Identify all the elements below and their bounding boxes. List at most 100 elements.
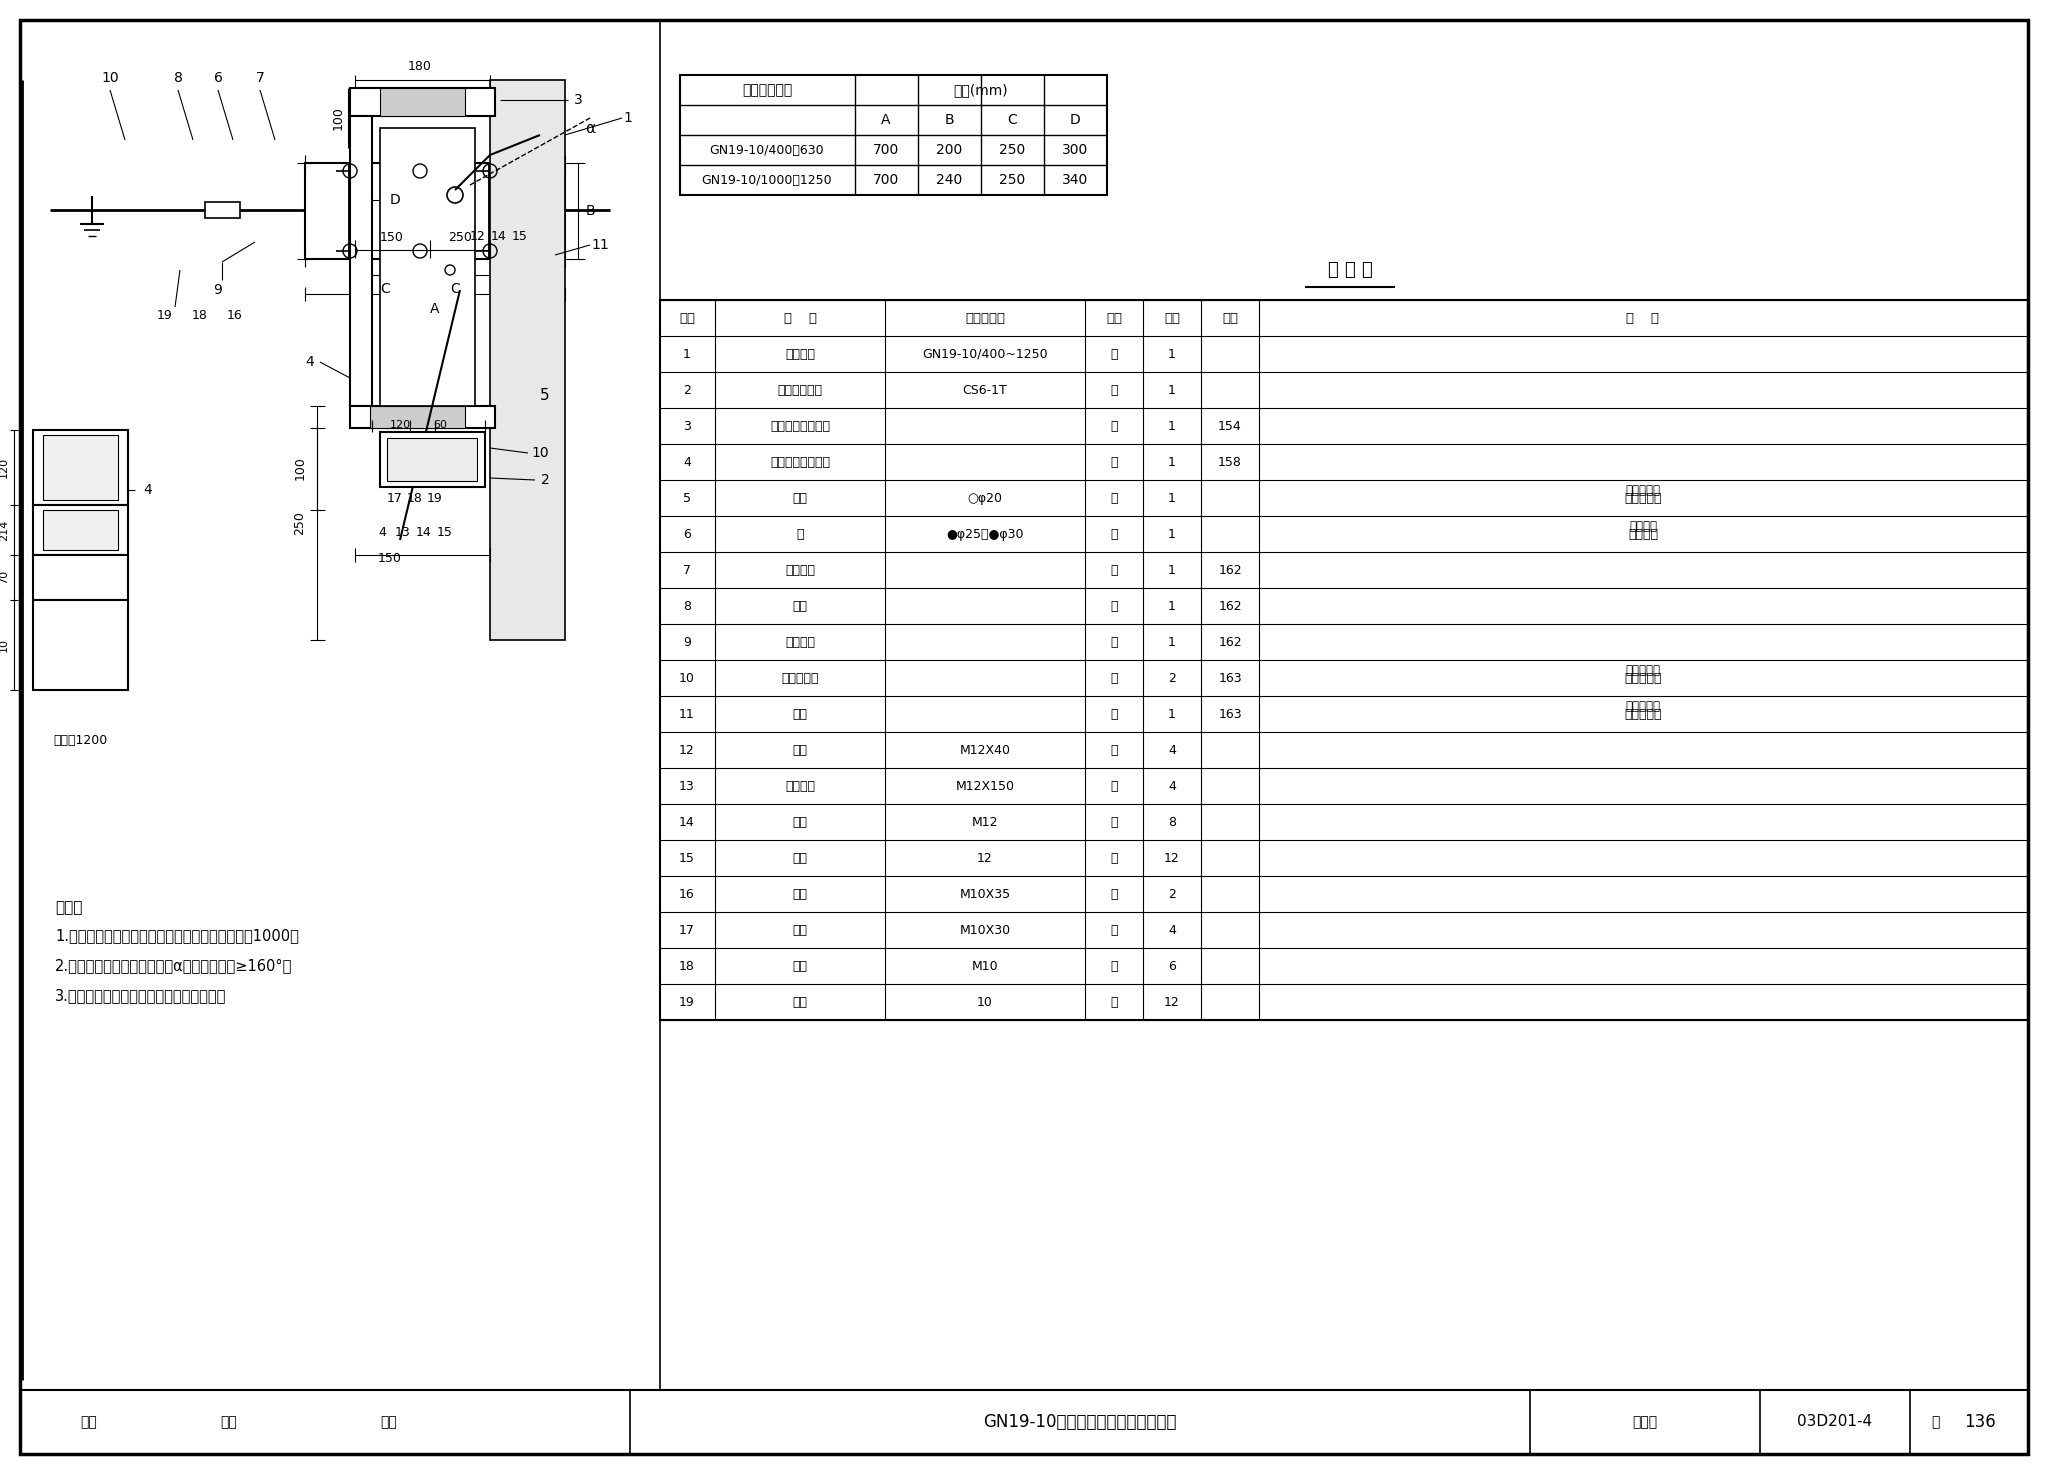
Text: 180: 180 <box>408 59 432 72</box>
Text: 型号及规格: 型号及规格 <box>965 311 1006 324</box>
Text: 9: 9 <box>213 283 223 296</box>
Text: 轴承支架: 轴承支架 <box>784 635 815 649</box>
Text: 162: 162 <box>1219 600 1241 613</box>
Text: 个: 个 <box>1110 960 1118 973</box>
Bar <box>305 164 565 259</box>
Text: ○φ20: ○φ20 <box>967 491 1004 504</box>
Text: 1: 1 <box>1167 491 1176 504</box>
Text: A: A <box>881 113 891 127</box>
Text: 个: 个 <box>1110 420 1118 432</box>
Text: GN19-10/400、630: GN19-10/400、630 <box>711 143 823 156</box>
Text: 4: 4 <box>684 455 690 469</box>
Text: 单位: 单位 <box>1106 311 1122 324</box>
Text: 12: 12 <box>977 852 993 864</box>
Text: 1: 1 <box>1167 563 1176 576</box>
Text: 17: 17 <box>680 924 694 936</box>
Text: 垅圈: 垅圈 <box>793 995 807 1008</box>
Text: 13: 13 <box>680 780 694 793</box>
Text: 贺栓: 贺栓 <box>793 887 807 901</box>
Bar <box>33 430 127 506</box>
Text: 拉杆: 拉杆 <box>793 491 807 504</box>
Text: 轴臂: 轴臂 <box>793 708 807 721</box>
Text: 6: 6 <box>684 528 690 541</box>
Text: 14: 14 <box>680 815 694 828</box>
Text: 100: 100 <box>332 106 344 130</box>
Text: 250: 250 <box>449 230 471 243</box>
Text: 个: 个 <box>1110 887 1118 901</box>
Text: A: A <box>430 302 440 315</box>
Text: GN19-10/1000、1250: GN19-10/1000、1250 <box>702 174 831 187</box>
Text: 可随隔离开: 可随隔离开 <box>1626 663 1661 677</box>
Text: 340: 340 <box>1061 172 1087 187</box>
Bar <box>33 556 127 600</box>
Text: 直叉型接头: 直叉型接头 <box>780 672 819 684</box>
Text: 8: 8 <box>174 71 182 85</box>
Text: 8: 8 <box>682 600 690 613</box>
Text: α: α <box>586 121 596 136</box>
Text: 100: 100 <box>293 455 307 481</box>
Text: 台: 台 <box>1110 348 1118 361</box>
Text: 120: 120 <box>389 420 410 430</box>
Text: 4: 4 <box>379 526 385 538</box>
Bar <box>350 116 373 405</box>
Text: 说明：: 说明： <box>55 901 82 915</box>
Text: 根: 根 <box>1110 528 1118 541</box>
Text: 开尾贺栓: 开尾贺栓 <box>784 780 815 793</box>
Bar <box>680 75 1108 195</box>
Text: 19: 19 <box>428 491 442 504</box>
Text: 根: 根 <box>1110 600 1118 613</box>
Text: 2: 2 <box>1167 887 1176 901</box>
Text: 4: 4 <box>1167 924 1176 936</box>
Text: 隔离开关: 隔离开关 <box>784 348 815 361</box>
Text: 垅圈: 垅圈 <box>793 852 807 864</box>
Text: 12: 12 <box>471 230 485 243</box>
Text: 154: 154 <box>1219 420 1241 432</box>
Text: 尺寸(mm): 尺寸(mm) <box>954 83 1008 97</box>
Text: 个: 个 <box>1110 780 1118 793</box>
Text: M10X35: M10X35 <box>958 887 1010 901</box>
Text: 关成套供应: 关成套供应 <box>1626 700 1661 712</box>
Text: 2: 2 <box>1167 672 1176 684</box>
Text: 11: 11 <box>592 237 608 252</box>
Text: 11: 11 <box>680 708 694 721</box>
Text: 个: 个 <box>1110 815 1118 828</box>
Text: 19: 19 <box>158 308 172 321</box>
Text: 7: 7 <box>256 71 264 85</box>
Text: 03D201-4: 03D201-4 <box>1798 1415 1872 1430</box>
Text: 12: 12 <box>680 743 694 756</box>
Text: 14: 14 <box>492 230 506 243</box>
Text: 距地面1200: 距地面1200 <box>53 734 106 746</box>
Text: B: B <box>944 113 954 127</box>
Text: 13: 13 <box>395 526 412 538</box>
Text: GN19-10隔离开关在墙上支架上安装: GN19-10隔离开关在墙上支架上安装 <box>983 1414 1178 1431</box>
Text: 700: 700 <box>872 172 899 187</box>
Bar <box>489 80 565 640</box>
Text: 贺母: 贺母 <box>793 960 807 973</box>
Bar <box>489 80 565 640</box>
Text: 2: 2 <box>684 383 690 397</box>
Text: 18: 18 <box>408 491 424 504</box>
Text: 10: 10 <box>100 71 119 85</box>
Text: 158: 158 <box>1219 455 1241 469</box>
Text: 个: 个 <box>1110 743 1118 756</box>
Text: 设计: 设计 <box>381 1415 397 1428</box>
Text: 个: 个 <box>1110 708 1118 721</box>
Text: CS6-1T: CS6-1T <box>963 383 1008 397</box>
Text: 根: 根 <box>1110 635 1118 649</box>
Text: 页次: 页次 <box>1223 311 1237 324</box>
Text: 轴: 轴 <box>797 528 803 541</box>
Text: 15: 15 <box>512 230 528 243</box>
Text: 14: 14 <box>416 526 432 538</box>
Text: 3: 3 <box>573 93 582 108</box>
Text: 4: 4 <box>1167 743 1176 756</box>
Text: 163: 163 <box>1219 708 1241 721</box>
Text: M10: M10 <box>971 960 997 973</box>
Text: B: B <box>586 203 594 218</box>
Bar <box>33 506 127 556</box>
Text: 1: 1 <box>1167 528 1176 541</box>
Bar <box>387 438 477 481</box>
Text: 9: 9 <box>684 635 690 649</box>
Bar <box>205 202 240 218</box>
Text: 4: 4 <box>143 483 152 497</box>
Text: C: C <box>381 282 389 296</box>
